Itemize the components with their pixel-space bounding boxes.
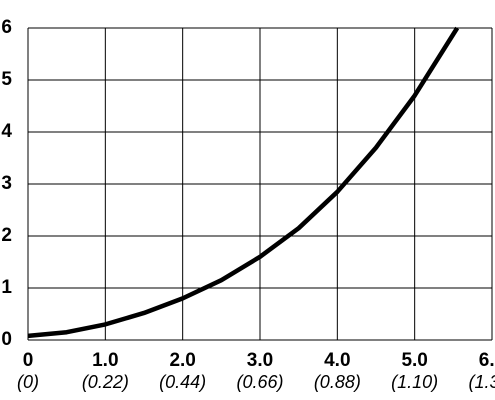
x-tick-label: 5.0 xyxy=(401,350,427,371)
x-tick-label: 2.0 xyxy=(169,350,195,371)
x-tick-label: 4.0 xyxy=(324,350,350,371)
y-tick-label: 6 xyxy=(1,17,12,38)
curve xyxy=(27,26,460,339)
y-tick-label: 5 xyxy=(1,69,12,90)
x-secondary-label: (0) xyxy=(17,372,39,392)
y-tick-label: 0 xyxy=(1,329,12,350)
x-secondary-label: (0.66) xyxy=(236,372,283,392)
y-tick-label: 3 xyxy=(1,173,12,194)
y-tick-label: 4 xyxy=(1,121,12,142)
x-secondary-label: (0.88) xyxy=(314,372,361,392)
y-tick-label: 1 xyxy=(1,277,12,298)
x-secondary-label: (0.44) xyxy=(159,372,206,392)
y-tick-label: 2 xyxy=(1,225,12,246)
x-secondary-label: (1.10) xyxy=(391,372,438,392)
x-tick-label: 0 xyxy=(23,350,34,371)
x-tick-label: 3.0 xyxy=(247,350,273,371)
x-tick-label: 6.0 xyxy=(479,350,495,371)
x-secondary-label: (0.22) xyxy=(82,372,129,392)
x-secondary-label: (1.32) xyxy=(468,372,495,392)
x-tick-label: 1.0 xyxy=(92,350,118,371)
